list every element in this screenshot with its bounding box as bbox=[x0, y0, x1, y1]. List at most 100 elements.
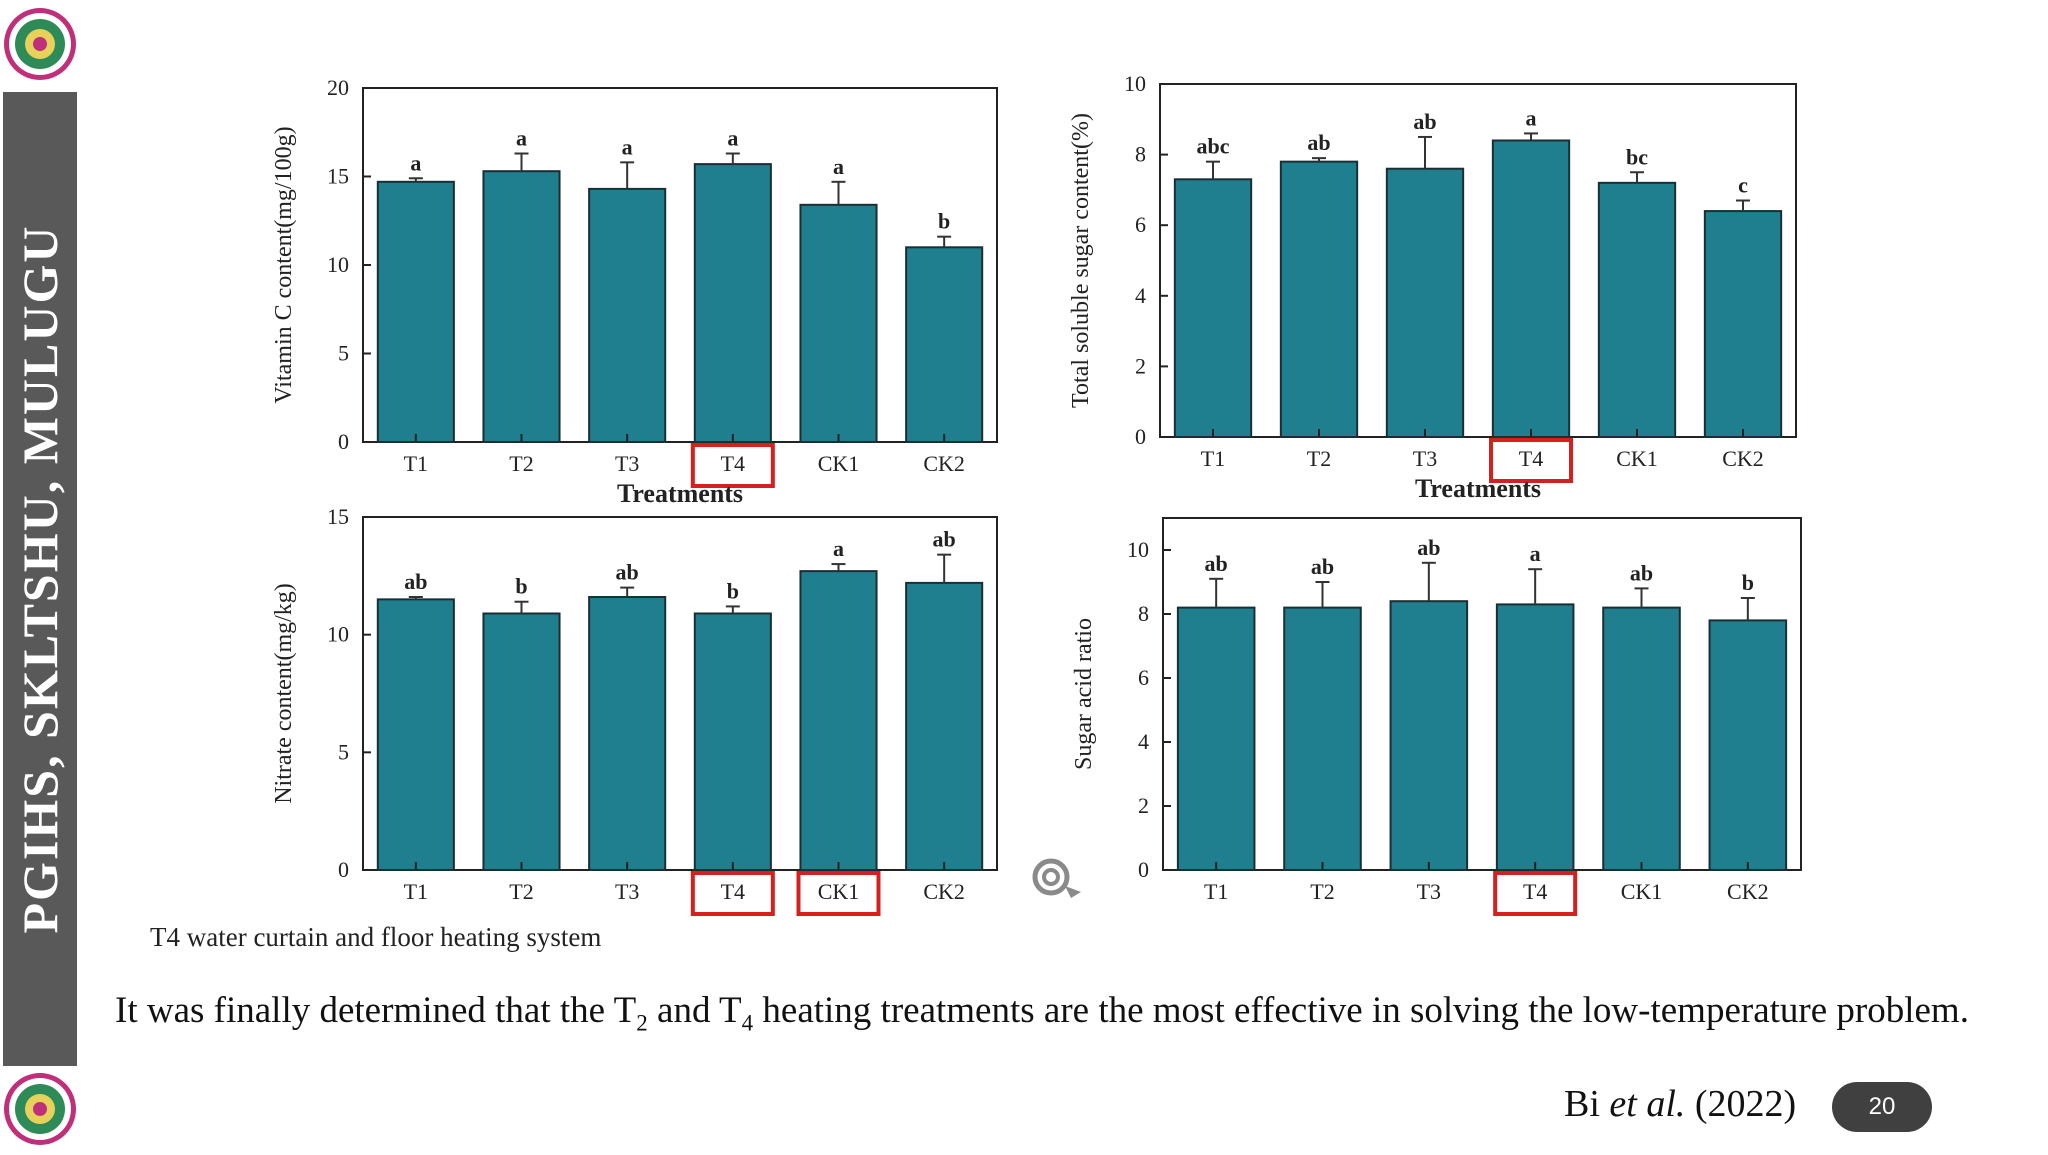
chart2-yaxis-label: Nitrate content(mg/kg) bbox=[271, 583, 297, 804]
chart3-bar bbox=[1602, 606, 1681, 871]
chart1-significance-letter: a bbox=[1526, 105, 1537, 130]
chart3-xtick-label: CK1 bbox=[1621, 879, 1663, 904]
chart0-bar bbox=[588, 187, 667, 443]
chart-vitamin-c: 0 5 10 15 20 a T1 a T2 a T3 a T4 a CK1 b CK2 Treatments Vi… bbox=[271, 75, 998, 508]
chart3-bar bbox=[1389, 600, 1469, 871]
chart3-ytick-label: 4 bbox=[1138, 729, 1149, 754]
chart-nitrate: 0 5 10 15 ab T1 b T2 ab T3 b T4 a CK1 ab CK2 Nitrate con… bbox=[271, 504, 998, 916]
chart3-xtick-label: T1 bbox=[1204, 879, 1228, 904]
chart1-ytick-label: 0 bbox=[1135, 424, 1146, 449]
chart2-xtick-label: T1 bbox=[404, 879, 428, 904]
chart3-significance-letter: b bbox=[1742, 570, 1754, 595]
chart1-frame bbox=[1159, 83, 1797, 438]
chart0-xaxis-label: Treatments bbox=[617, 479, 743, 508]
chart2-ytick-label: 5 bbox=[338, 739, 349, 764]
chart0-bar bbox=[799, 203, 878, 443]
chart1-xtick-label: T3 bbox=[1413, 446, 1437, 471]
chart3-ytick-label: 6 bbox=[1138, 665, 1149, 690]
chart0-xtick-label: T3 bbox=[615, 451, 639, 476]
chart1-bar bbox=[1491, 139, 1571, 438]
chart1-ytick-label: 4 bbox=[1135, 283, 1146, 308]
chart3-significance-letter: ab bbox=[1311, 554, 1334, 579]
chart0-ytick-label: 15 bbox=[327, 164, 349, 189]
citation-etal: et al. bbox=[1609, 1083, 1686, 1125]
chart2-bar bbox=[799, 570, 878, 871]
chart1-bar bbox=[1385, 167, 1465, 438]
chart1-ytick-label: 8 bbox=[1135, 142, 1146, 167]
chart2-significance-letter: ab bbox=[616, 560, 639, 585]
sidebar-band bbox=[3, 92, 77, 1066]
chart2-bar bbox=[693, 612, 772, 872]
chart1-bar bbox=[1703, 210, 1783, 438]
chart2-bar bbox=[905, 581, 984, 871]
chart2-xtick-label: T3 bbox=[615, 879, 639, 904]
chart3-significance-letter: ab bbox=[1205, 551, 1228, 576]
refresh-icon[interactable] bbox=[1025, 852, 1087, 902]
chart1-ytick-label: 10 bbox=[1124, 71, 1146, 96]
chart1-xtick-label: T2 bbox=[1307, 446, 1331, 471]
citation-year: (2022) bbox=[1685, 1083, 1797, 1125]
chart0-significance-letter: b bbox=[938, 209, 950, 234]
chart0-ytick-label: 20 bbox=[327, 75, 349, 100]
chart1-significance-letter: bc bbox=[1626, 144, 1648, 169]
chart3-xtick-label: T3 bbox=[1417, 879, 1441, 904]
chart1-xtick-label: T1 bbox=[1201, 446, 1225, 471]
chart0-bar bbox=[482, 170, 561, 443]
chart0-xtick-label: T2 bbox=[509, 451, 533, 476]
chart3-xtick-label: T4 bbox=[1523, 879, 1547, 904]
chart0-bar bbox=[376, 180, 455, 443]
chart0-xtick-label: T4 bbox=[721, 451, 745, 476]
citation: Bi et al. (2022) bbox=[1564, 1082, 1796, 1126]
chart1-significance-letter: c bbox=[1738, 172, 1748, 197]
chart1-xaxis-label: Treatments bbox=[1415, 474, 1541, 503]
chart0-significance-letter: a bbox=[833, 154, 844, 179]
chart2-frame bbox=[362, 516, 998, 871]
chart0-highlight-box bbox=[690, 443, 775, 488]
conclusion-part2: and T bbox=[647, 990, 742, 1031]
chart0-significance-letter: a bbox=[516, 125, 527, 150]
chart1-xtick-label: CK2 bbox=[1722, 446, 1764, 471]
chart1-yaxis-label: Total soluble sugar content(%) bbox=[1068, 113, 1094, 408]
chart1-bar bbox=[1279, 160, 1359, 438]
chart3-ytick-label: 8 bbox=[1138, 601, 1149, 626]
page-number-badge: 20 bbox=[1832, 1082, 1932, 1132]
chart3-xtick-label: T2 bbox=[1310, 879, 1334, 904]
chart2-significance-letter: b bbox=[515, 574, 527, 599]
chart1-highlight-box bbox=[1489, 438, 1573, 483]
chart2-bar bbox=[376, 598, 455, 871]
chart3-ytick-label: 2 bbox=[1138, 793, 1149, 818]
chart0-bar bbox=[905, 246, 984, 443]
chart2-ytick-label: 0 bbox=[338, 857, 349, 882]
chart1-xtick-label: CK1 bbox=[1616, 446, 1658, 471]
chart2-highlight-box bbox=[690, 871, 775, 916]
chart2-bar bbox=[588, 596, 667, 871]
chart2-xtick-label: CK1 bbox=[818, 879, 860, 904]
chart0-ytick-label: 10 bbox=[327, 252, 349, 277]
figure-caption: T4 water curtain and floor heating syste… bbox=[150, 922, 602, 952]
chart0-xtick-label: T1 bbox=[404, 451, 428, 476]
university-logo-bottom bbox=[4, 1073, 76, 1145]
chart0-significance-letter: a bbox=[622, 134, 633, 159]
chart0-xtick-label: CK2 bbox=[923, 451, 965, 476]
chart3-significance-letter: ab bbox=[1417, 535, 1440, 560]
chart2-bar bbox=[482, 612, 561, 872]
conclusion-sub2: 4 bbox=[741, 1010, 754, 1036]
chart0-ytick-label: 0 bbox=[338, 429, 349, 454]
conclusion-sub1: 2 bbox=[636, 1010, 648, 1036]
chart1-significance-letter: ab bbox=[1413, 109, 1436, 134]
chart3-ytick-label: 10 bbox=[1127, 537, 1149, 562]
chart1-ytick-label: 6 bbox=[1135, 212, 1146, 237]
chart0-frame bbox=[362, 87, 998, 443]
chart2-significance-letter: a bbox=[833, 536, 844, 561]
university-logo-top bbox=[4, 8, 76, 80]
chart2-ytick-label: 15 bbox=[327, 504, 349, 529]
chart0-significance-letter: a bbox=[410, 150, 421, 175]
chart2-significance-letter: b bbox=[727, 578, 739, 603]
chart1-significance-letter: abc bbox=[1197, 134, 1230, 159]
chart3-frame bbox=[1162, 517, 1802, 871]
chart3-significance-letter: ab bbox=[1630, 560, 1653, 585]
chart3-highlight-box bbox=[1493, 871, 1578, 916]
chart3-yaxis-label: Sugar acid ratio bbox=[1071, 618, 1097, 770]
chart1-significance-letter: ab bbox=[1307, 130, 1330, 155]
chart1-bar bbox=[1597, 181, 1677, 438]
